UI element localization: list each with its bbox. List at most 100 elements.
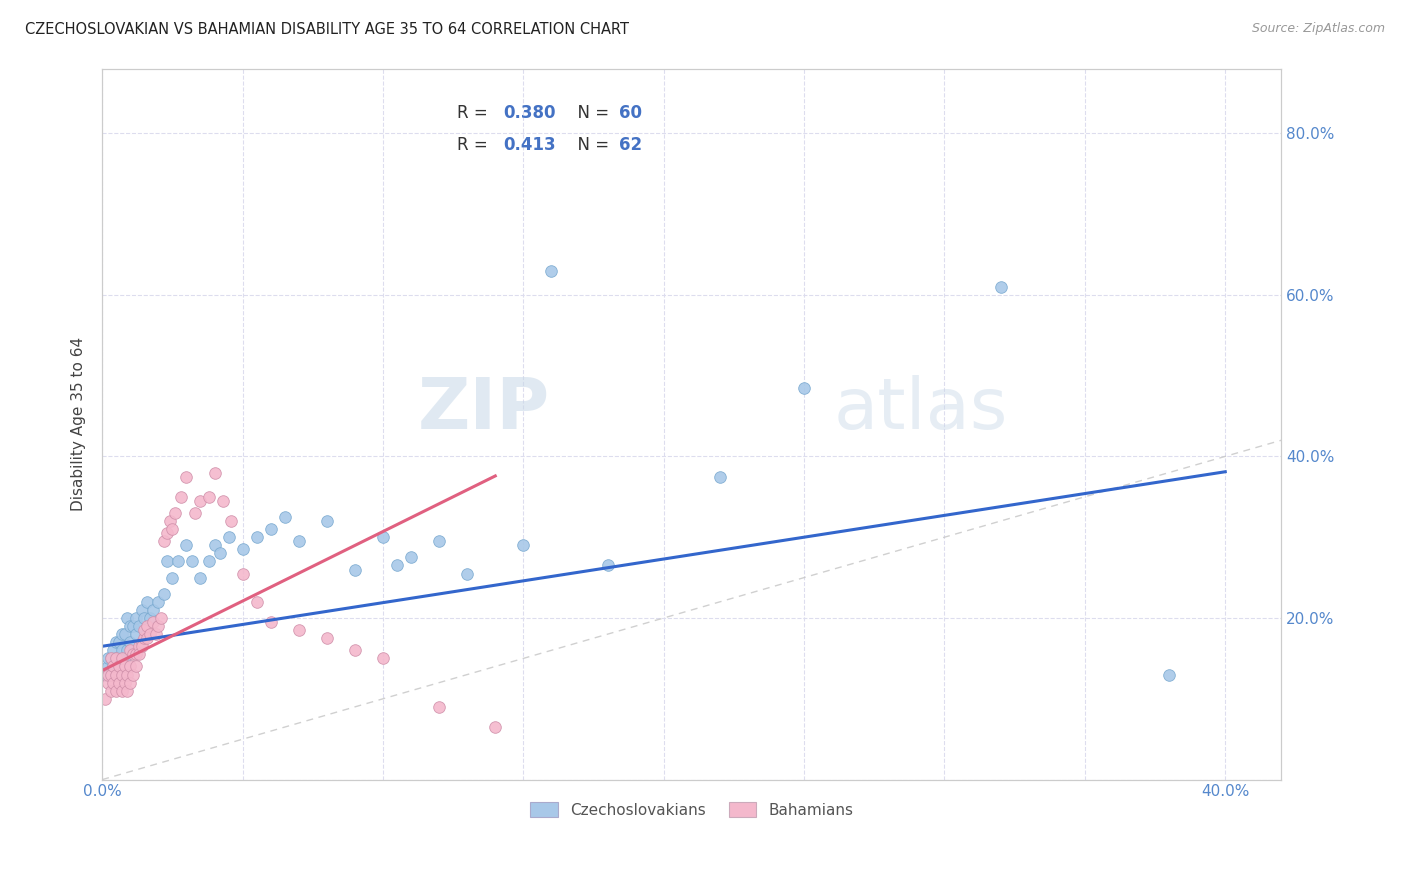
Point [97, 667, 120, 681]
Point [232, 542, 254, 557]
Point [114, 627, 136, 641]
Point [97, 651, 120, 665]
Point [108, 635, 131, 649]
Point [125, 659, 148, 673]
Point [170, 490, 193, 504]
Point [484, 720, 506, 734]
Point [167, 554, 190, 568]
Point [218, 530, 240, 544]
Point [125, 627, 148, 641]
Point [150, 611, 173, 625]
Point [97, 659, 120, 673]
Point [165, 506, 187, 520]
Point [131, 603, 153, 617]
Point [176, 469, 198, 483]
Point [176, 538, 198, 552]
Text: 62: 62 [619, 136, 641, 153]
Point [793, 381, 815, 395]
Point [117, 683, 139, 698]
Point [385, 558, 408, 573]
Point [131, 635, 153, 649]
Point [105, 635, 128, 649]
Text: CZECHOSLOVAKIAN VS BAHAMIAN DISABILITY AGE 35 TO 64 CORRELATION CHART: CZECHOSLOVAKIAN VS BAHAMIAN DISABILITY A… [25, 22, 630, 37]
Point [134, 623, 156, 637]
Point [153, 587, 176, 601]
Point [198, 490, 221, 504]
Point [142, 615, 165, 629]
Text: R =: R = [457, 103, 494, 121]
Point [134, 611, 156, 625]
Point [117, 667, 139, 681]
Point [260, 522, 283, 536]
Point [122, 667, 145, 681]
Point [287, 623, 309, 637]
Point [120, 635, 142, 649]
Point [246, 530, 269, 544]
Point [97, 675, 120, 690]
Point [103, 643, 125, 657]
Point [371, 651, 394, 665]
Point [198, 554, 221, 568]
Point [209, 546, 232, 560]
Point [128, 640, 150, 654]
Point [100, 667, 122, 681]
Point [427, 699, 450, 714]
Point [596, 558, 619, 573]
Point [153, 534, 176, 549]
Point [117, 643, 139, 657]
Point [139, 627, 162, 641]
Point [990, 279, 1012, 293]
Point [100, 683, 122, 698]
Point [184, 506, 207, 520]
Point [456, 566, 478, 581]
Point [232, 566, 254, 581]
Point [156, 554, 179, 568]
Point [204, 538, 226, 552]
Point [105, 667, 128, 681]
Point [427, 534, 450, 549]
Point [125, 611, 148, 625]
Point [287, 534, 309, 549]
Point [136, 631, 159, 645]
Point [122, 619, 145, 633]
Point [134, 631, 156, 645]
Text: ZIP: ZIP [418, 376, 550, 444]
Point [371, 530, 394, 544]
Point [114, 659, 136, 673]
Point [512, 538, 534, 552]
Point [315, 631, 337, 645]
Point [399, 550, 422, 565]
Point [114, 651, 136, 665]
Point [114, 675, 136, 690]
Point [136, 595, 159, 609]
Point [343, 643, 366, 657]
Point [103, 675, 125, 690]
Point [190, 493, 212, 508]
Point [108, 651, 131, 665]
Point [100, 651, 122, 665]
Legend: Czechoslovakians, Bahamians: Czechoslovakians, Bahamians [523, 794, 860, 825]
Point [108, 659, 131, 673]
Point [273, 510, 295, 524]
Point [260, 615, 283, 629]
Point [111, 651, 134, 665]
Point [709, 469, 731, 483]
Point [105, 667, 128, 681]
Point [103, 659, 125, 673]
Point [103, 659, 125, 673]
Point [105, 651, 128, 665]
Point [136, 619, 159, 633]
Point [156, 526, 179, 541]
Point [190, 571, 212, 585]
Point [120, 659, 142, 673]
Point [1159, 667, 1181, 681]
Text: 60: 60 [619, 103, 641, 121]
Point [100, 651, 122, 665]
Point [111, 667, 134, 681]
Point [105, 683, 128, 698]
Point [117, 611, 139, 625]
Point [540, 263, 562, 277]
Point [120, 619, 142, 633]
Point [139, 611, 162, 625]
Point [162, 522, 184, 536]
